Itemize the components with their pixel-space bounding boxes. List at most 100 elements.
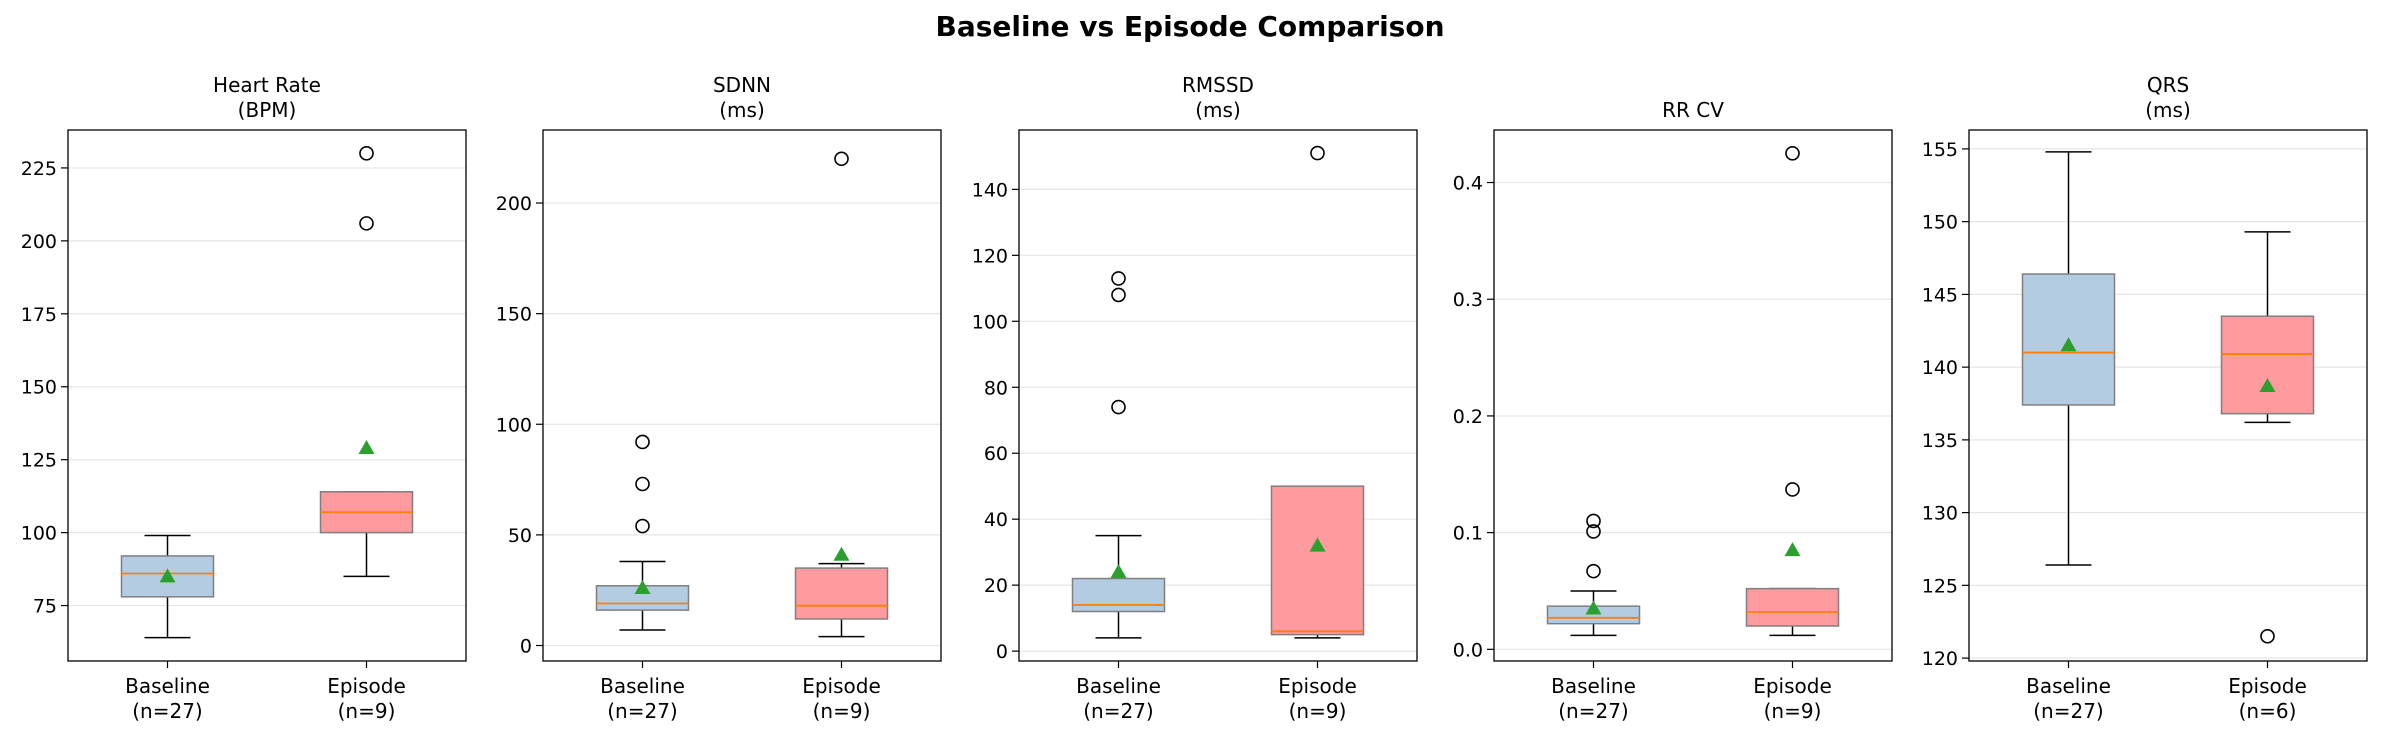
x-tick-count: (n=6) [2239,699,2297,723]
y-tick-label: 0 [520,636,532,658]
y-tick-label: 120 [1922,648,1958,670]
outlier-point [2260,628,2275,644]
y-tick-label: 100 [21,523,57,545]
x-tick-label: Baseline [1551,674,1636,698]
y-tick-label: 135 [1922,430,1958,452]
y-tick-label: 145 [1922,284,1958,306]
y-tick-label: 125 [21,450,57,472]
box-baseline [595,434,690,631]
y-tick-label: 130 [1922,503,1958,525]
subplot-title: QRS [2147,73,2189,97]
box-episode [794,151,889,638]
subplot-unit: (ms) [719,98,765,122]
box-episode [1745,146,1840,637]
y-tick-label: 0.4 [1453,173,1483,195]
outlier-point [1586,524,1601,539]
outlier-point [635,518,650,534]
y-tick-label: 120 [972,245,1008,267]
mean-marker [1784,542,1801,557]
x-tick-count: (n=9) [1289,699,1347,723]
axes-frame [1018,129,1418,662]
mean-marker [358,440,375,455]
y-tick-label: 50 [508,525,532,547]
axes-frame [1968,129,2368,662]
subplot-grid: Heart Rate(BPM)75100125150175200225Basel… [21,73,2368,723]
axes-frame [542,129,942,662]
mean-marker [2259,378,2276,393]
y-tick-label: 125 [1922,575,1958,597]
outlier-point [1111,271,1126,286]
x-tick-label: Baseline [125,674,210,698]
subplot-rr-cv: RR CV 0.0 0.1 0.2 0.3 0.4 Baseline(n=27) Episod… [1453,98,1893,723]
x-tick-label: Baseline [1076,674,1161,698]
y-tick-label: 0 [996,641,1008,663]
subplot-unit: (ms) [2145,98,2191,122]
subplot-qrs: QRS(ms)120125130135140145150155Baseline(… [1922,73,2368,723]
outlier-point [1111,399,1126,415]
x-tick-count: (n=9) [813,699,871,723]
y-tick-label: 75 [33,596,57,618]
y-tick-label: 0.3 [1453,289,1483,311]
y-tick-label: 20 [984,575,1008,597]
box-iqr [1071,577,1166,613]
x-tick-label: Episode [327,674,406,698]
y-tick-label: 100 [496,414,532,436]
y-tick-label: 150 [496,304,532,326]
subplot-title: RMSSD [1182,73,1254,97]
x-tick-count: (n=27) [1083,699,1154,723]
subplot-heart-rate: Heart Rate(BPM) 75 100 125 150 175 200 225 Basel… [21,73,467,723]
x-tick-count: (n=27) [2033,699,2104,723]
y-tick-label: 140 [1922,357,1958,379]
outlier-point [635,476,650,492]
x-tick-label: Episode [2228,674,2307,698]
axes-frame [1493,129,1893,662]
outlier-point [359,216,374,231]
mean-marker [1110,563,1127,578]
outlier-point [1785,482,1800,497]
outlier-point [1586,513,1601,529]
subplot-sdnn: SDNN(ms) 0 50 100 150 200 Baseline(n=27) Episod… [496,73,942,723]
box-iqr [794,567,889,620]
x-tick-count: (n=9) [338,699,396,723]
y-tick-label: 60 [984,443,1008,465]
x-tick-count: (n=27) [607,699,678,723]
x-tick-count: (n=9) [1764,699,1822,723]
mean-marker [2060,337,2077,352]
outlier-point [834,151,849,167]
outlier-point [1310,145,1325,161]
box-iqr [2220,315,2315,415]
subplot-title: RR CV [1662,98,1724,122]
figure-title: Baseline vs Episode Comparison [935,10,1444,43]
axes-frame [67,129,467,662]
mean-marker [634,579,651,594]
y-tick-label: 175 [21,304,57,326]
box-episode [319,146,414,578]
outlier-point [1785,146,1800,161]
y-tick-label: 0.1 [1453,523,1483,545]
mean-marker [159,568,176,583]
box-iqr [1745,587,1840,627]
x-tick-label: Episode [1278,674,1357,698]
y-tick-label: 140 [972,179,1008,201]
box-baseline [1546,513,1641,637]
x-tick-label: Baseline [2026,674,2111,698]
y-tick-label: 0.2 [1453,406,1483,428]
y-tick-label: 80 [984,377,1008,399]
x-tick-label: Baseline [600,674,685,698]
mean-marker [833,546,850,561]
x-tick-label: Episode [1753,674,1832,698]
box-baseline [1071,271,1166,639]
x-tick-count: (n=27) [132,699,203,723]
y-tick-label: 150 [21,377,57,399]
y-tick-label: 200 [21,231,57,253]
outlier-point [635,434,650,450]
y-tick-label: 0.0 [1453,639,1483,661]
box-baseline [2021,151,2116,566]
box-iqr [1270,485,1365,636]
mean-marker [1309,537,1326,552]
box-episode [1270,145,1365,639]
subplot-rmssd: RMSSD(ms) 0 20 40 60 80 100 120 140 Baseline(n=27… [972,73,1418,723]
outlier-point [359,146,374,161]
y-tick-label: 200 [496,193,532,215]
